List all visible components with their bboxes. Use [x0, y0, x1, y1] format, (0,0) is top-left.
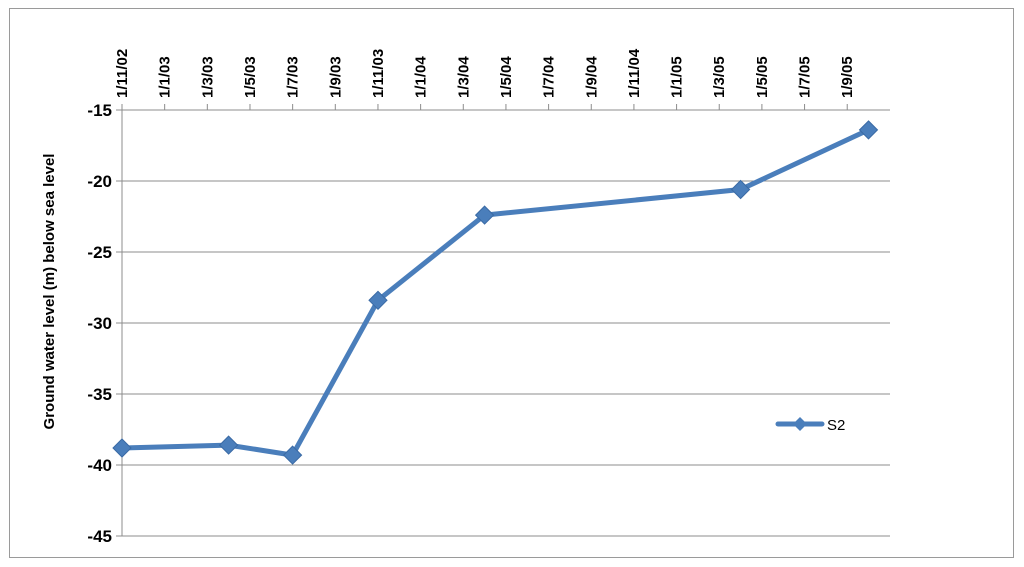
y-tick-label: -40	[87, 456, 112, 475]
legend-label: S2	[827, 417, 845, 434]
x-tick-label: 1/7/05	[797, 56, 814, 98]
y-tick-label: -30	[87, 314, 112, 333]
x-tick-label: 1/7/04	[541, 56, 558, 98]
x-tick-label: 1/3/04	[455, 56, 472, 98]
data-point-marker	[858, 120, 879, 140]
x-tick-label: 1/1/05	[669, 56, 686, 98]
data-point-marker	[474, 205, 495, 225]
data-point-marker	[218, 435, 239, 455]
x-tick-label: 1/3/03	[199, 56, 216, 98]
x-tick-label: 1/11/03	[370, 49, 387, 98]
y-tick-label: -15	[87, 101, 112, 120]
x-tick-label: 1/1/04	[413, 56, 430, 98]
data-point-marker	[730, 179, 751, 200]
x-tick-label: 1/11/02	[114, 49, 131, 98]
series-line	[119, 127, 871, 458]
x-tick-label: 1/7/03	[285, 56, 302, 98]
data-point-marker	[368, 290, 388, 311]
data-point-marker	[112, 438, 132, 458]
x-tick-label: 1/5/04	[498, 56, 515, 98]
chart-frame	[9, 8, 1014, 558]
x-tick-label: 1/11/04	[626, 48, 643, 98]
data-point-marker	[282, 445, 303, 465]
x-tick-label: 1/9/04	[583, 56, 600, 98]
y-tick-label: -25	[87, 243, 112, 262]
x-tick-label: 1/5/03	[242, 56, 259, 98]
y-tick-label: -20	[87, 172, 112, 191]
x-tick-label: 1/9/03	[327, 56, 344, 98]
x-tick-label: 1/5/05	[754, 56, 771, 98]
y-tick-label: -35	[87, 385, 112, 404]
x-tick-label: 1/1/03	[157, 56, 174, 98]
y-axis-title: Ground water level (m) below sea level	[41, 154, 58, 430]
x-tick-label: 1/9/05	[839, 56, 856, 98]
legend-marker	[793, 417, 807, 431]
y-tick-label: -45	[87, 527, 112, 546]
x-tick-label: 1/3/05	[711, 56, 728, 98]
